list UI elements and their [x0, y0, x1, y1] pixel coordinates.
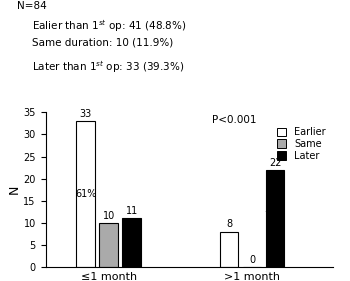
Bar: [266, 170, 284, 267]
Text: 22: 22: [269, 158, 281, 167]
Text: 73%: 73%: [264, 211, 286, 221]
Bar: [76, 121, 95, 267]
Text: 0: 0: [249, 255, 255, 265]
Text: Later than 1$^{st}$ op: 33 (39.3%): Later than 1$^{st}$ op: 33 (39.3%): [32, 59, 184, 75]
Text: 61%: 61%: [75, 189, 96, 199]
Y-axis label: N: N: [7, 185, 21, 194]
Text: 11: 11: [125, 206, 138, 216]
Text: Same duration: 10 (11.9%): Same duration: 10 (11.9%): [32, 38, 173, 48]
Text: Ealier than 1$^{st}$ op: 41 (48.8%): Ealier than 1$^{st}$ op: 41 (48.8%): [32, 18, 186, 34]
Bar: [122, 218, 141, 267]
Text: 33: 33: [79, 109, 92, 119]
Text: 10: 10: [103, 210, 115, 221]
Text: N=84: N=84: [18, 1, 47, 12]
Text: 8: 8: [226, 219, 232, 229]
Bar: [220, 232, 238, 267]
Legend: Earlier, Same, Later: Earlier, Same, Later: [275, 125, 328, 163]
Text: P<0.001: P<0.001: [212, 115, 257, 126]
Bar: [99, 223, 118, 267]
